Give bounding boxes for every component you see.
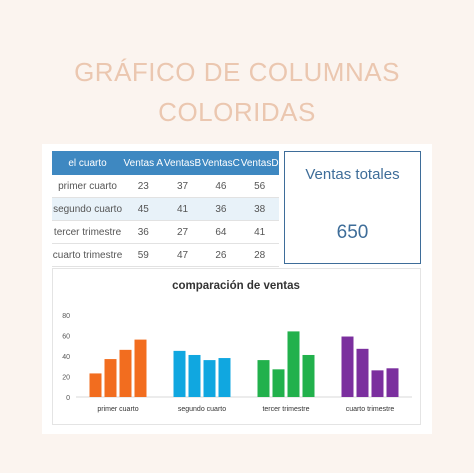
bar-1-3 xyxy=(119,349,132,397)
y-tick-label: 80 xyxy=(62,313,70,320)
chart-container xyxy=(52,268,421,425)
column-header-ventas-d[interactable]: VentasD xyxy=(240,151,279,175)
table-cell[interactable]: 27 xyxy=(163,220,202,244)
total-sales-box: Ventas totales 650 xyxy=(284,151,421,264)
y-tick-label: 20 xyxy=(62,375,70,382)
table-cell[interactable]: 64 xyxy=(201,220,241,244)
page-title-line-2: COLORIDAS xyxy=(158,97,316,127)
table-cell[interactable]: tercer trimestre xyxy=(52,220,124,244)
table-cell[interactable]: 56 xyxy=(240,175,279,198)
bar-3-4 xyxy=(302,354,315,397)
page-title: GRÁFICO DE COLUMNAS COLORIDAS xyxy=(0,52,474,132)
table-header-row: el cuarto Ventas A VentasB VentasC Venta… xyxy=(52,151,279,175)
table-cell[interactable]: 28 xyxy=(240,243,279,267)
bar-2-1 xyxy=(173,350,186,397)
x-category-label: tercer trimestre xyxy=(262,406,309,413)
bar-3-2 xyxy=(272,369,285,397)
total-sales-label: Ventas totales xyxy=(305,166,400,183)
table-cell[interactable]: 36 xyxy=(123,220,164,244)
bar-1-4 xyxy=(134,339,147,397)
bar-2-2 xyxy=(188,354,201,397)
table-cell[interactable]: 47 xyxy=(163,243,202,267)
total-sales-value[interactable]: 650 xyxy=(336,222,369,243)
bar-3-1 xyxy=(257,360,270,397)
table-cell[interactable]: 46 xyxy=(201,175,241,198)
table-cell[interactable]: 45 xyxy=(123,197,164,221)
bar-1-2 xyxy=(104,359,117,397)
column-header-ventas-a[interactable]: Ventas A xyxy=(123,151,164,175)
table-row: cuarto trimestre 59 47 26 28 xyxy=(52,243,279,267)
sales-table: el cuarto Ventas A VentasB VentasC Venta… xyxy=(52,151,279,267)
table-row: segundo cuarto 45 41 36 38 xyxy=(52,197,279,221)
table-row: tercer trimestre 36 27 64 41 xyxy=(52,220,279,244)
table-cell[interactable]: cuarto trimestre xyxy=(52,243,124,267)
sales-comparison-chart[interactable]: comparación de ventas 0 20 40 60 80 primer cua… xyxy=(52,268,421,425)
bar-1-1 xyxy=(89,373,102,397)
y-tick-label: 40 xyxy=(62,354,70,361)
bar-4-2 xyxy=(356,348,369,397)
x-category-label: primer cuarto xyxy=(97,406,138,413)
page-title-line-1: GRÁFICO DE COLUMNAS xyxy=(74,57,400,87)
bar-4-4 xyxy=(386,368,399,397)
table-cell[interactable]: segundo cuarto xyxy=(52,197,124,221)
table-cell[interactable]: 26 xyxy=(201,243,241,267)
x-category-label: segundo cuarto xyxy=(178,406,226,413)
table-cell[interactable]: 41 xyxy=(163,197,202,221)
bar-2-3 xyxy=(203,360,216,397)
bar-4-3 xyxy=(371,370,384,397)
table-cell[interactable]: primer cuarto xyxy=(52,175,124,198)
column-header-ventas-c[interactable]: VentasC xyxy=(201,151,241,175)
column-header-quarter[interactable]: el cuarto xyxy=(52,151,124,175)
bar-3-3 xyxy=(287,331,300,397)
table-row: primer cuarto 23 37 46 56 xyxy=(52,175,279,198)
bar-4-1 xyxy=(341,336,354,397)
table-cell[interactable]: 38 xyxy=(240,197,279,221)
table-cell[interactable]: 59 xyxy=(123,243,164,267)
table-cell[interactable]: 36 xyxy=(201,197,241,221)
table-cell[interactable]: 37 xyxy=(163,175,202,198)
x-category-label: cuarto trimestre xyxy=(346,406,395,413)
y-tick-label: 60 xyxy=(62,334,70,341)
y-tick-label: 0 xyxy=(66,395,70,402)
table-cell[interactable]: 23 xyxy=(123,175,164,198)
table-cell[interactable]: 41 xyxy=(240,220,279,244)
chart-title: comparación de ventas xyxy=(172,280,300,292)
column-header-ventas-b[interactable]: VentasB xyxy=(163,151,202,175)
bar-2-4 xyxy=(218,358,231,397)
